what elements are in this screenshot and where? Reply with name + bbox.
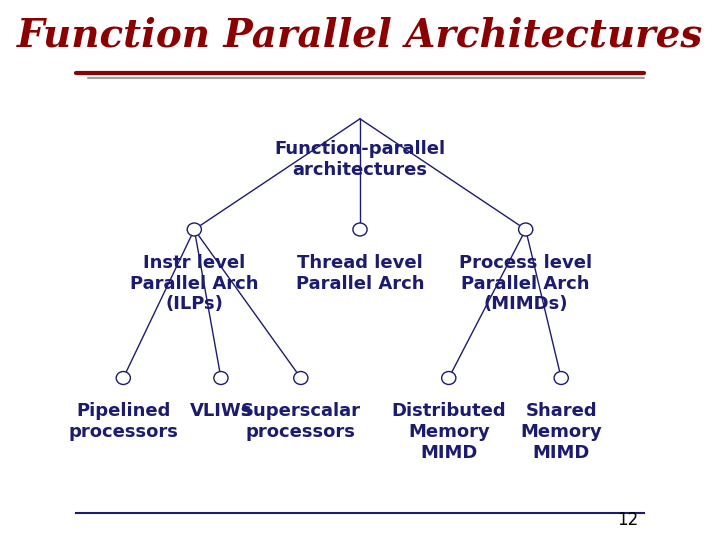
Text: Instr level
Parallel Arch
(ILPs): Instr level Parallel Arch (ILPs) <box>130 254 258 313</box>
Text: VLIWs: VLIWs <box>190 402 252 420</box>
Circle shape <box>441 372 456 384</box>
Circle shape <box>116 372 130 384</box>
Text: Process level
Parallel Arch
(MIMDs): Process level Parallel Arch (MIMDs) <box>459 254 593 313</box>
Text: 12: 12 <box>617 511 638 529</box>
Text: Function Parallel Architectures: Function Parallel Architectures <box>17 16 703 54</box>
Circle shape <box>518 223 533 236</box>
Circle shape <box>214 372 228 384</box>
Circle shape <box>294 372 308 384</box>
Text: Function-parallel
architectures: Function-parallel architectures <box>274 140 446 179</box>
Text: Thread level
Parallel Arch: Thread level Parallel Arch <box>296 254 424 293</box>
Circle shape <box>187 223 202 236</box>
Circle shape <box>353 223 367 236</box>
Text: Distributed
Memory
MIMD: Distributed Memory MIMD <box>392 402 506 462</box>
Text: Pipelined
processors: Pipelined processors <box>68 402 179 441</box>
Text: Superscalar
processors: Superscalar processors <box>240 402 361 441</box>
Text: Shared
Memory
MIMD: Shared Memory MIMD <box>521 402 602 462</box>
Circle shape <box>554 372 568 384</box>
